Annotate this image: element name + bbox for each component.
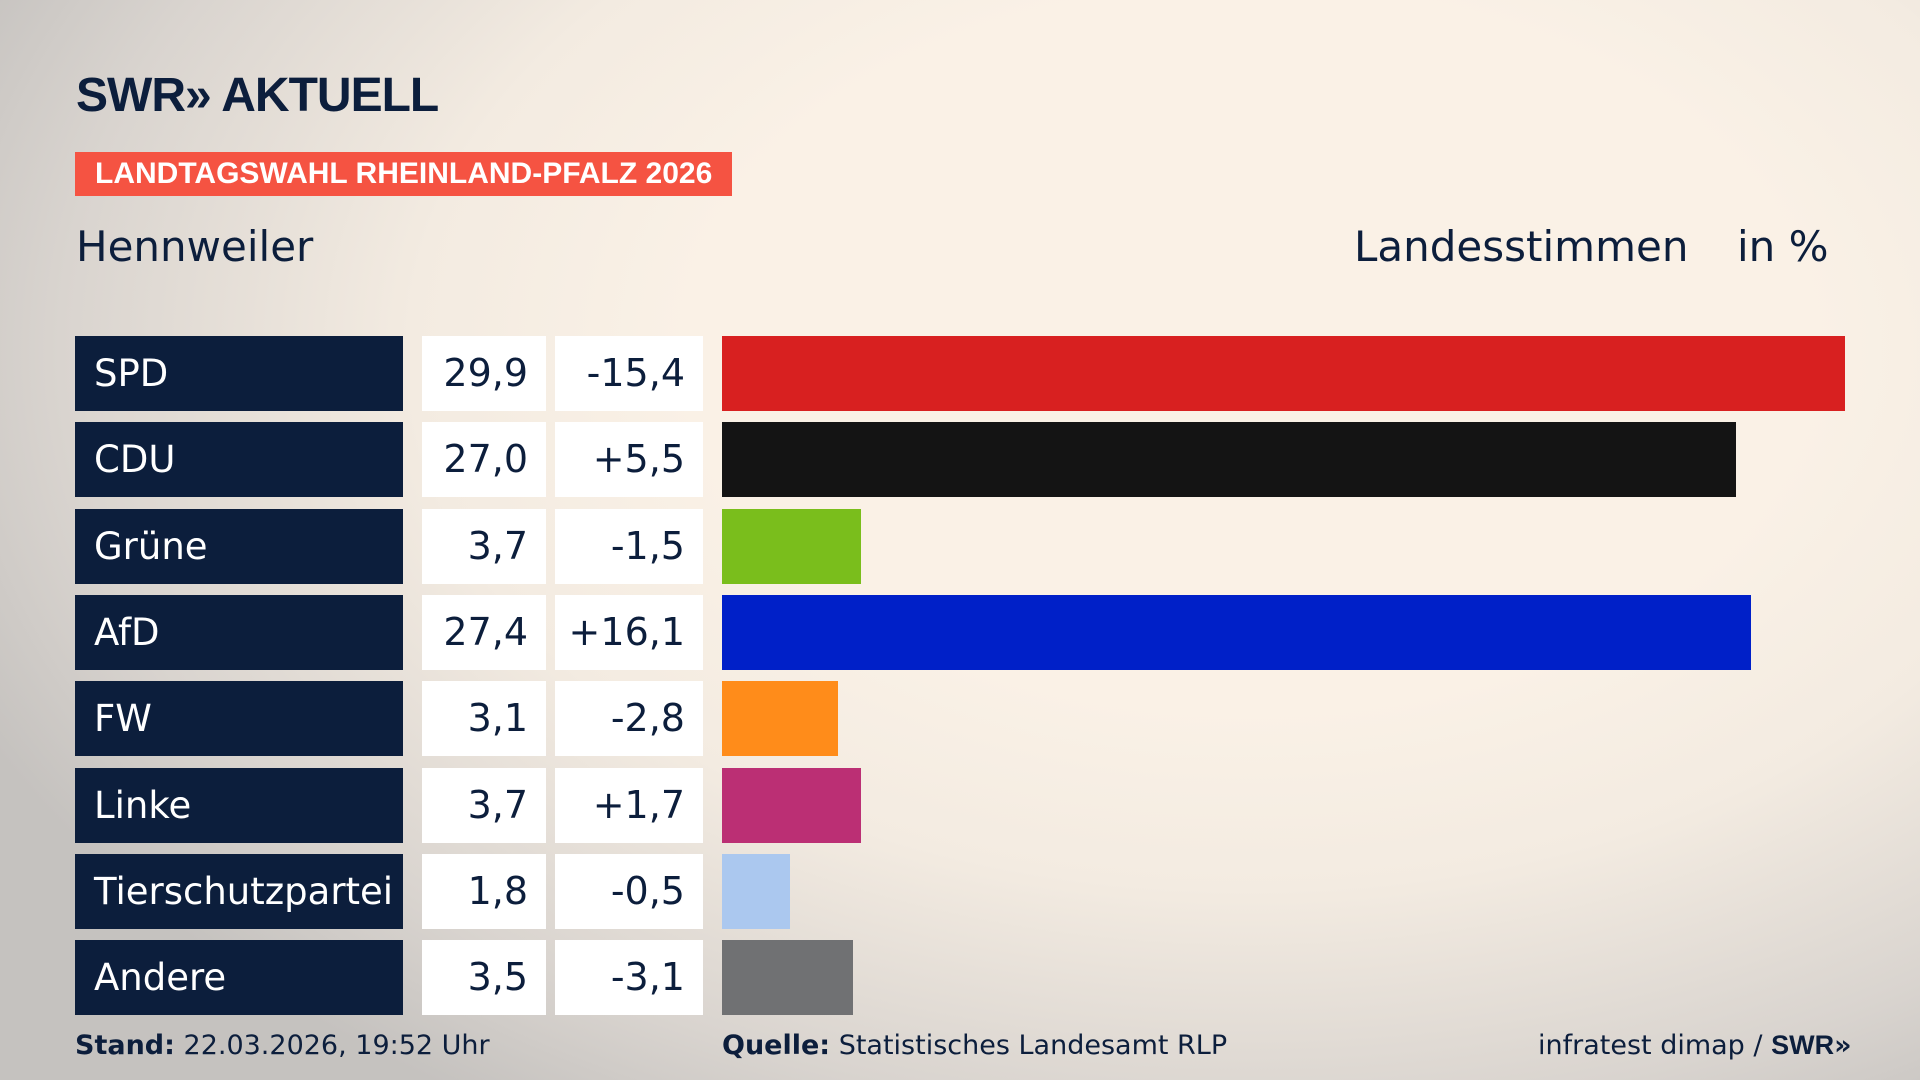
swr-credit-logo: SWR	[1771, 1030, 1835, 1060]
party-name: Linke	[75, 767, 403, 843]
region-title: Hennweiler	[76, 222, 314, 271]
party-change: +1,7	[555, 767, 703, 843]
election-banner: LANDTAGSWAHL RHEINLAND-PFALZ 2026	[75, 152, 733, 196]
party-change: -15,4	[555, 336, 703, 411]
party-value: 3,7	[422, 767, 546, 843]
party-name: SPD	[75, 336, 403, 411]
chevrons-icon: »	[184, 69, 212, 122]
party-change: -2,8	[555, 681, 703, 757]
party-name: FW	[75, 681, 403, 757]
party-name: Andere	[75, 940, 403, 1016]
credit: infratest dimap / SWR»	[1538, 1030, 1852, 1061]
swr-aktuell-logo: SWR» AKTUELL	[76, 68, 439, 123]
party-name: Tierschutzpartei	[75, 853, 403, 929]
party-bar	[722, 422, 1737, 498]
chevrons-icon: »	[1834, 1030, 1852, 1061]
party-name: AfD	[75, 594, 403, 670]
party-bar	[722, 508, 861, 584]
party-value: 3,5	[422, 940, 546, 1016]
party-change: -0,5	[555, 853, 703, 929]
stand-label: Stand:	[75, 1030, 175, 1061]
party-value: 29,9	[422, 336, 546, 411]
party-name: CDU	[75, 422, 403, 498]
party-value: 1,8	[422, 853, 546, 929]
party-value: 27,4	[422, 594, 546, 670]
source-label: Quelle:	[722, 1030, 831, 1061]
party-change: -1,5	[555, 508, 703, 584]
party-value: 3,7	[422, 508, 546, 584]
party-bar	[722, 853, 790, 929]
party-name: Grüne	[75, 508, 403, 584]
credit-text: infratest dimap /	[1538, 1030, 1763, 1061]
party-change: -3,1	[555, 940, 703, 1016]
party-change: +16,1	[555, 594, 703, 670]
party-bar	[722, 681, 839, 757]
party-bar	[722, 594, 1752, 670]
source: Quelle: Statistisches Landesamt RLP	[722, 1030, 1227, 1061]
stand-value: 22.03.2026, 19:52 Uhr	[183, 1030, 490, 1061]
source-value: Statistisches Landesamt RLP	[838, 1030, 1228, 1061]
logo-text: SWR» AKTUELL	[76, 69, 439, 122]
party-value: 27,0	[422, 422, 546, 498]
party-change: +5,5	[555, 422, 703, 498]
party-bar	[722, 767, 861, 843]
party-value: 3,1	[422, 681, 546, 757]
measure-label: Landesstimmen	[1354, 222, 1689, 271]
unit-label: in %	[1737, 222, 1829, 271]
timestamp: Stand: 22.03.2026, 19:52 Uhr	[75, 1030, 490, 1061]
party-bar	[722, 336, 1845, 411]
party-bar	[722, 940, 854, 1016]
